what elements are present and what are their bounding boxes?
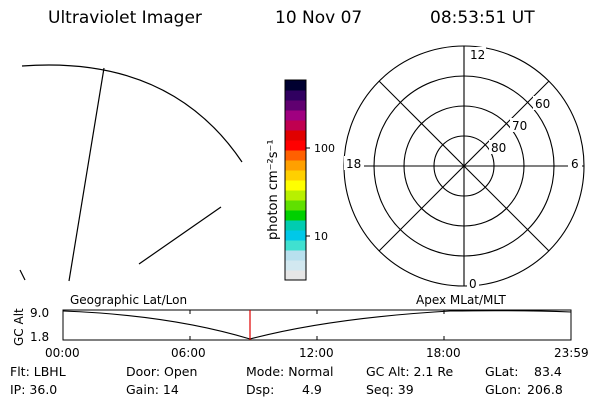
- filter-label: Flt: LBHL: [10, 364, 66, 379]
- colorbar-band: [285, 100, 306, 111]
- meridian-line: [68, 67, 105, 282]
- time-tick-label: 12:00: [299, 346, 334, 360]
- intensity-colorbar: [285, 80, 306, 281]
- timeline-ticks: [62, 310, 572, 340]
- gain-label: Gain: 14: [126, 382, 179, 397]
- colorbar-frame: [284, 79, 307, 281]
- geographic-map-panel: [19, 64, 243, 282]
- glon-label: GLon:: [485, 382, 522, 397]
- dsp-label: Dsp:: [246, 382, 275, 397]
- glat-value: 83.4: [534, 364, 562, 379]
- dsp-value: 4.9: [302, 382, 322, 397]
- colorbar-band: [285, 90, 306, 101]
- graticule-line: [19, 269, 26, 281]
- colorbar-band: [285, 130, 306, 141]
- mode-label: Mode: Normal: [246, 364, 334, 379]
- colorbar-band: [285, 80, 306, 91]
- lat-label-80: 80: [491, 141, 506, 155]
- lat-label-60: 60: [535, 97, 550, 111]
- colorbar-band: [285, 120, 306, 131]
- date-label: 10 Nov 07: [275, 8, 363, 28]
- colorbar-unit-label: photon cm⁻²s⁻¹: [266, 139, 281, 240]
- seq-label: Seq: 39: [366, 382, 414, 397]
- mlt-label-0: 0: [469, 277, 477, 291]
- orbit-altitude-curve: [62, 310, 572, 340]
- mlt-label-6: 6: [571, 157, 579, 171]
- colorbar-ticks: [306, 147, 310, 237]
- geographic-title: Geographic Lat/Lon: [70, 293, 187, 307]
- colorbar-band: [285, 170, 306, 181]
- door-label: Door: Open: [126, 364, 198, 379]
- instrument-title: Ultraviolet Imager: [48, 8, 202, 28]
- colorbar-band: [285, 260, 306, 271]
- colorbar-band: [285, 250, 306, 261]
- time-tick-label: 00:00: [45, 346, 80, 360]
- colorbar-band: [285, 190, 306, 201]
- time-tick-label: 23:59: [554, 346, 589, 360]
- gc-alt-axis-label: GC Alt: [12, 308, 26, 346]
- time-label: 08:53:51 UT: [430, 8, 535, 28]
- glon-value: 206.8: [527, 382, 563, 397]
- glat-label: GLat:: [485, 364, 519, 379]
- colorbar-band: [285, 180, 306, 191]
- colorbar-band: [285, 140, 306, 151]
- gc-alt-label: GC Alt: 2.1 Re: [366, 364, 454, 379]
- time-tick-label: 18:00: [426, 346, 461, 360]
- colorbar-tick-label-10: 10: [314, 230, 328, 243]
- y-label-bottom: 1.8: [30, 330, 49, 344]
- apex-title: Apex MLat/MLT: [416, 293, 506, 307]
- colorbar-tick-label-100: 100: [314, 142, 335, 155]
- colorbar-band: [285, 270, 306, 281]
- mlt-label-12: 12: [470, 48, 485, 62]
- earth-limb-arc: [21, 64, 243, 163]
- polar-diagonal: [378, 80, 550, 252]
- colorbar-band: [285, 160, 306, 171]
- lat-label-70: 70: [512, 119, 527, 133]
- ip-label: IP: 36.0: [10, 382, 58, 397]
- colorbar-band: [285, 150, 306, 161]
- mlt-label-18: 18: [346, 157, 361, 171]
- colorbar-band: [285, 240, 306, 251]
- colorbar-band: [285, 220, 306, 231]
- colorbar-band: [285, 230, 306, 241]
- time-tick-label: 06:00: [171, 346, 206, 360]
- colorbar-band: [285, 110, 306, 121]
- graticule-line: [138, 206, 222, 265]
- y-label-top: 9.0: [30, 306, 49, 320]
- colorbar-band: [285, 210, 306, 221]
- polar-grid: [343, 45, 585, 287]
- colorbar-band: [285, 200, 306, 211]
